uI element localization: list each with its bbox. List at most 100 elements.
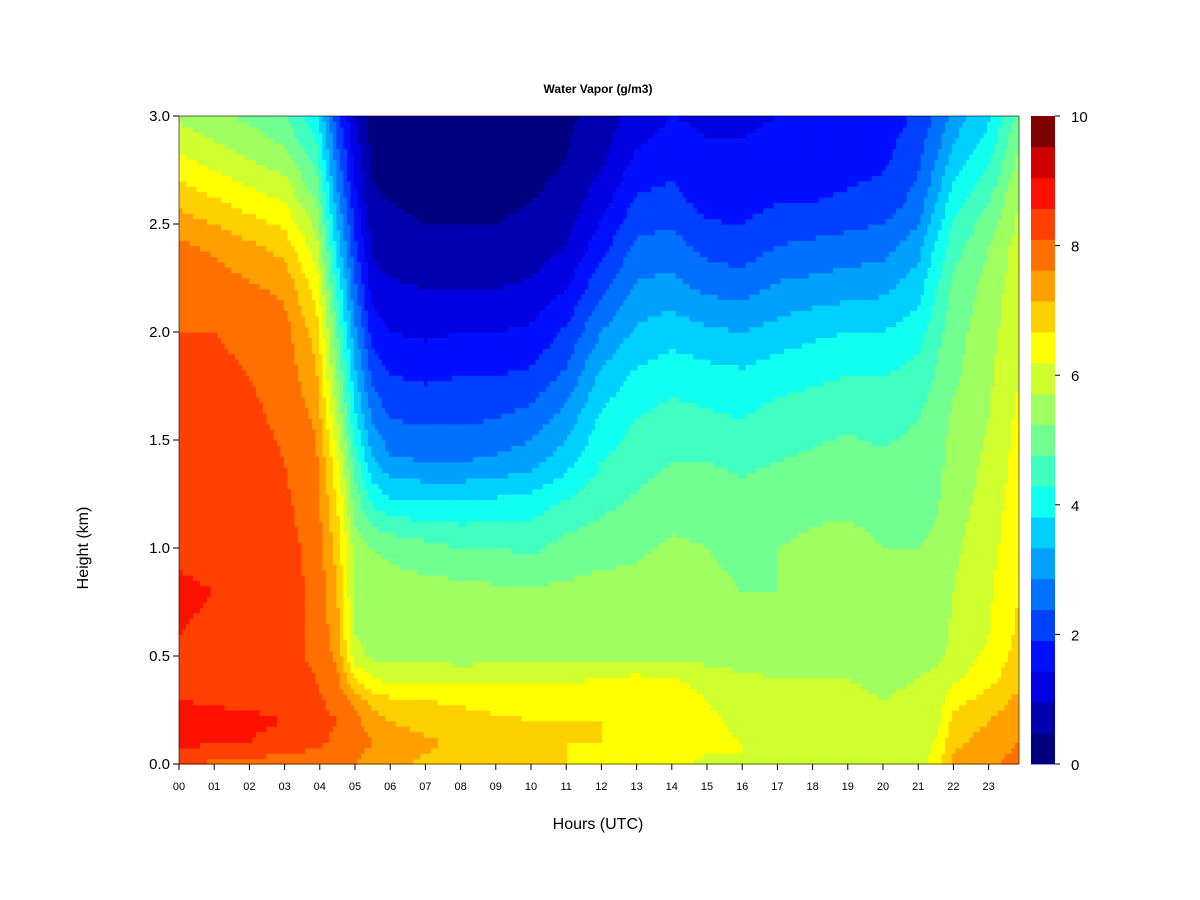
heatmap-cell bbox=[256, 737, 260, 743]
heatmap-cell bbox=[305, 413, 309, 419]
heatmap-cell bbox=[245, 721, 249, 727]
heatmap-cell bbox=[291, 208, 295, 214]
heatmap-cell bbox=[242, 246, 246, 252]
heatmap-cell bbox=[235, 278, 239, 284]
heatmap-cell bbox=[319, 467, 323, 473]
heatmap-cell bbox=[273, 532, 277, 538]
heatmap-cell bbox=[294, 613, 298, 619]
heatmap-cell bbox=[231, 710, 235, 716]
heatmap-cell bbox=[210, 462, 214, 468]
heatmap-cell bbox=[221, 256, 225, 262]
heatmap-cell bbox=[298, 208, 302, 214]
heatmap-cell bbox=[308, 381, 312, 387]
heatmap-cell bbox=[231, 759, 235, 765]
heatmap-cell bbox=[228, 278, 232, 284]
heatmap-cell bbox=[280, 208, 284, 214]
heatmap-cell bbox=[186, 688, 190, 694]
heatmap-cell bbox=[319, 634, 323, 640]
heatmap-cell bbox=[183, 715, 187, 721]
heatmap-cell bbox=[277, 672, 281, 678]
heatmap-cell bbox=[298, 408, 302, 414]
heatmap-cell bbox=[221, 391, 225, 397]
heatmap-cell bbox=[294, 154, 298, 160]
heatmap-cell bbox=[224, 321, 228, 327]
heatmap-cell bbox=[196, 570, 200, 576]
heatmap-cell bbox=[238, 472, 242, 478]
heatmap-cell bbox=[196, 607, 200, 613]
heatmap-cell bbox=[263, 759, 267, 765]
heatmap-cell bbox=[256, 753, 260, 759]
heatmap-cell bbox=[186, 235, 190, 241]
heatmap-cell bbox=[319, 624, 323, 630]
heatmap-cell bbox=[322, 683, 326, 689]
heatmap-cell bbox=[217, 467, 221, 473]
heatmap-cell bbox=[235, 521, 239, 527]
heatmap-cell bbox=[259, 499, 263, 505]
heatmap-cell bbox=[259, 197, 263, 203]
heatmap-cell bbox=[186, 753, 190, 759]
heatmap-cell bbox=[291, 688, 295, 694]
heatmap-cell bbox=[277, 154, 281, 160]
heatmap-cell bbox=[186, 462, 190, 468]
heatmap-cell bbox=[315, 418, 319, 424]
heatmap-cell bbox=[238, 213, 242, 219]
heatmap-cell bbox=[200, 273, 204, 279]
heatmap-cell bbox=[294, 289, 298, 295]
heatmap-cell bbox=[270, 354, 274, 360]
heatmap-cell bbox=[231, 451, 235, 457]
heatmap-cell bbox=[270, 553, 274, 559]
heatmap-cell bbox=[270, 451, 274, 457]
heatmap-cell bbox=[256, 359, 260, 365]
heatmap-cell bbox=[242, 661, 246, 667]
heatmap-cell bbox=[273, 229, 277, 235]
heatmap-cell bbox=[196, 688, 200, 694]
heatmap-cell bbox=[245, 197, 249, 203]
heatmap-cell bbox=[189, 246, 193, 252]
heatmap-cell bbox=[249, 332, 253, 338]
heatmap-cell bbox=[224, 510, 228, 516]
heatmap-cell bbox=[186, 607, 190, 613]
heatmap-cell bbox=[287, 640, 291, 646]
heatmap-cell bbox=[256, 732, 260, 738]
heatmap-cell bbox=[263, 678, 267, 684]
heatmap-cell bbox=[280, 699, 284, 705]
heatmap-cell bbox=[315, 402, 319, 408]
heatmap-cell bbox=[235, 640, 239, 646]
heatmap-cell bbox=[312, 262, 316, 268]
heatmap-cell bbox=[287, 332, 291, 338]
heatmap-cell bbox=[256, 397, 260, 403]
heatmap-cell bbox=[319, 759, 323, 765]
heatmap-cell bbox=[266, 597, 270, 603]
heatmap-cell bbox=[196, 699, 200, 705]
heatmap-cell bbox=[291, 294, 295, 300]
heatmap-cell bbox=[263, 202, 267, 208]
heatmap-cell bbox=[214, 505, 218, 511]
heatmap-cell bbox=[298, 235, 302, 241]
heatmap-cell bbox=[252, 359, 256, 365]
heatmap-cell bbox=[245, 505, 249, 511]
heatmap-cell bbox=[242, 148, 246, 154]
heatmap-cell bbox=[308, 273, 312, 279]
heatmap-cell bbox=[179, 408, 183, 414]
heatmap-cell bbox=[235, 516, 239, 522]
heatmap-cell bbox=[200, 678, 204, 684]
heatmap-cell bbox=[238, 332, 242, 338]
heatmap-cell bbox=[263, 310, 267, 316]
heatmap-cell bbox=[245, 456, 249, 462]
heatmap-cell bbox=[273, 456, 277, 462]
heatmap-cell bbox=[319, 543, 323, 549]
heatmap-cell bbox=[277, 489, 281, 495]
heatmap-cell bbox=[231, 742, 235, 748]
heatmap-cell bbox=[196, 132, 200, 138]
heatmap-cell bbox=[252, 586, 256, 592]
heatmap-cell bbox=[291, 440, 295, 446]
heatmap-cell bbox=[196, 618, 200, 624]
heatmap-cell bbox=[193, 629, 197, 635]
heatmap-cell bbox=[256, 364, 260, 370]
heatmap-cell bbox=[252, 327, 256, 333]
heatmap-cell bbox=[207, 235, 211, 241]
heatmap-cell bbox=[263, 634, 267, 640]
heatmap-cell bbox=[270, 634, 274, 640]
heatmap-cell bbox=[189, 305, 193, 311]
heatmap-cell bbox=[277, 559, 281, 565]
